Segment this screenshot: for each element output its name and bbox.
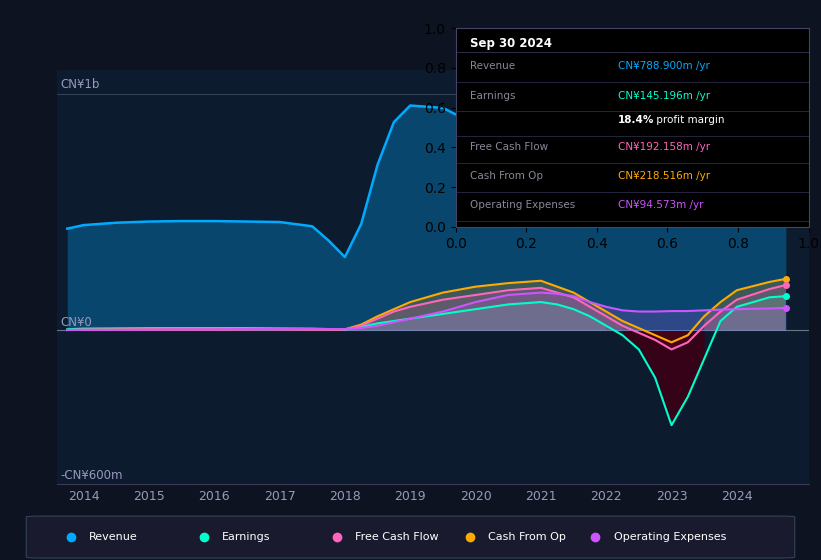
- Text: Operating Expenses: Operating Expenses: [613, 532, 726, 542]
- Text: Revenue: Revenue: [470, 61, 515, 71]
- Text: CN¥0: CN¥0: [61, 316, 93, 329]
- Text: Earnings: Earnings: [470, 91, 516, 101]
- Text: Cash From Op: Cash From Op: [488, 532, 566, 542]
- Text: profit margin: profit margin: [654, 115, 725, 125]
- Text: -CN¥600m: -CN¥600m: [61, 469, 123, 482]
- Text: Earnings: Earnings: [222, 532, 271, 542]
- Text: CN¥192.158m /yr: CN¥192.158m /yr: [618, 142, 710, 152]
- Text: CN¥218.516m /yr: CN¥218.516m /yr: [618, 171, 710, 181]
- Text: 18.4%: 18.4%: [618, 115, 654, 125]
- Text: Sep 30 2024: Sep 30 2024: [470, 37, 552, 50]
- Text: CN¥145.196m /yr: CN¥145.196m /yr: [618, 91, 710, 101]
- Text: CN¥1b: CN¥1b: [61, 78, 100, 91]
- Text: Revenue: Revenue: [89, 532, 138, 542]
- Text: Operating Expenses: Operating Expenses: [470, 200, 575, 210]
- Text: Cash From Op: Cash From Op: [470, 171, 543, 181]
- Text: Free Cash Flow: Free Cash Flow: [355, 532, 438, 542]
- Text: Free Cash Flow: Free Cash Flow: [470, 142, 548, 152]
- Text: CN¥94.573m /yr: CN¥94.573m /yr: [618, 200, 704, 210]
- FancyBboxPatch shape: [26, 516, 795, 558]
- Text: CN¥788.900m /yr: CN¥788.900m /yr: [618, 61, 710, 71]
